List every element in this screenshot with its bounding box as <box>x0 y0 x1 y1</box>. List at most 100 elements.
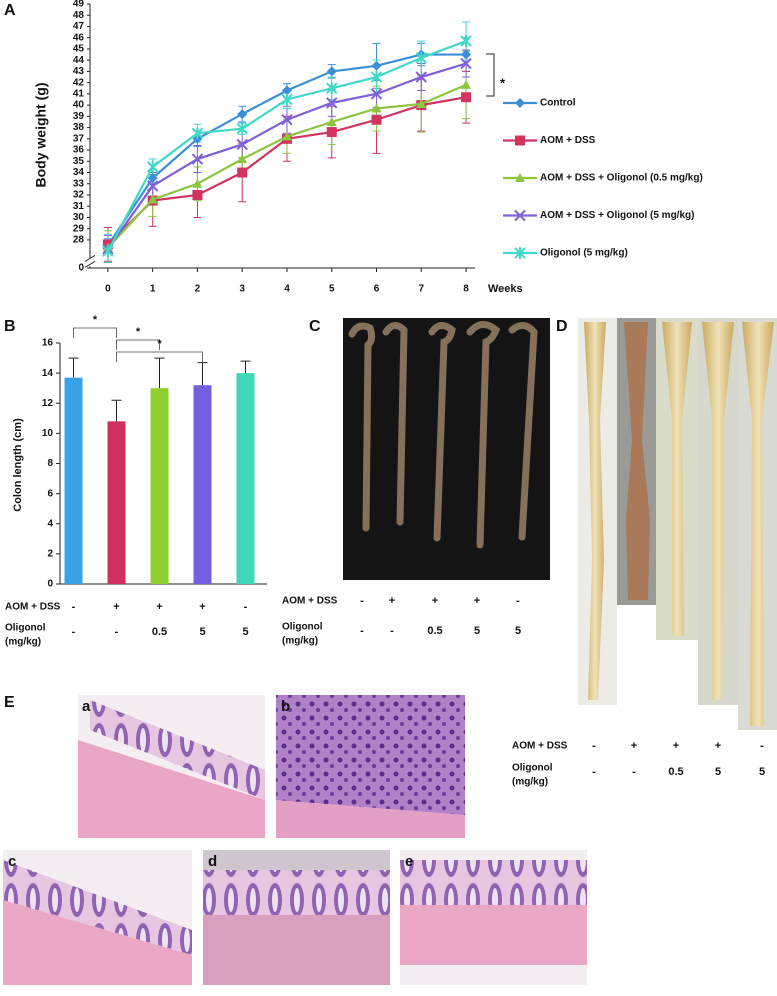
histology-image <box>203 850 390 985</box>
legend-marker <box>515 98 525 108</box>
x-tick-label: 3 <box>239 284 245 295</box>
y-tick-label: 44 <box>73 55 85 66</box>
y-tick-label: 37 <box>73 133 85 144</box>
y-tick-label: 40 <box>73 100 85 111</box>
bar <box>150 388 169 584</box>
legend-label: AOM + DSS + Oligonol (5 mg/kg) <box>540 210 694 221</box>
table-cell: - <box>72 626 76 638</box>
x-tick-label: 8 <box>463 284 469 295</box>
y-tick-label: 33 <box>73 178 85 189</box>
legend-marker <box>514 247 526 259</box>
y-tick-label: 2 <box>47 549 53 560</box>
muscle-layer <box>400 905 587 965</box>
table-cell: - <box>244 601 248 613</box>
marker <box>146 160 159 173</box>
muscle-layer <box>3 900 192 985</box>
image-label: a <box>82 698 91 715</box>
y-tick-label: 12 <box>42 398 54 409</box>
table-cell: 5 <box>715 766 721 778</box>
y-axis-title: Colon length (cm) <box>12 418 24 512</box>
histology-image <box>3 850 192 985</box>
table-cell: + <box>156 601 162 613</box>
marker <box>461 92 472 103</box>
y-tick-label: 16 <box>42 338 54 349</box>
image-label: e <box>405 853 413 870</box>
marker <box>371 103 382 113</box>
marker <box>147 173 158 184</box>
y-axis-title: Body weight (g) <box>33 83 49 188</box>
table-cell: 0.5 <box>152 626 167 638</box>
table-cell: - <box>516 595 520 607</box>
bar <box>193 385 212 584</box>
legend-label: Control <box>540 98 576 109</box>
table-cell: + <box>474 595 480 607</box>
legend-marker <box>515 173 525 182</box>
y-tick-label: 43 <box>73 66 85 77</box>
mucosa <box>400 860 587 905</box>
marker <box>281 85 292 96</box>
significance-star: * <box>136 326 141 338</box>
significance-star: * <box>93 314 98 326</box>
y-tick-label: 47 <box>73 21 85 32</box>
table-cell: + <box>631 740 637 752</box>
histology-image <box>78 695 265 838</box>
axis-break <box>84 254 96 268</box>
y-tick-label: 41 <box>73 89 85 100</box>
row-label: AOM + DSS <box>5 602 61 613</box>
marker <box>326 97 338 109</box>
significance-star: * <box>157 338 162 350</box>
mucosa <box>203 870 390 915</box>
panel-label: E <box>4 694 15 711</box>
marker <box>192 178 203 188</box>
table-cell: - <box>360 625 364 637</box>
y-tick-label: 39 <box>73 111 85 122</box>
marker <box>326 127 337 138</box>
error-bar <box>154 357 165 389</box>
muscle-layer <box>78 740 265 838</box>
marker <box>192 189 203 200</box>
significance-bracket <box>486 53 495 97</box>
image-label: b <box>281 698 290 715</box>
bar <box>107 421 126 584</box>
image-label: c <box>8 853 16 870</box>
legend-label: AOM + DSS + Oligonol (0.5 mg/kg) <box>540 173 703 184</box>
error-bar <box>240 360 251 374</box>
table-cell: 5 <box>242 626 248 638</box>
y-tick-label: 8 <box>47 458 53 469</box>
legend-label: Oligonol (5 mg/kg) <box>540 248 628 259</box>
table-cell: 5 <box>199 626 205 638</box>
row-label: Oligonol <box>5 623 46 634</box>
y-tick-label: 6 <box>47 488 53 499</box>
row-label: AOM + DSS <box>282 596 338 607</box>
table-cell: - <box>632 766 636 778</box>
table-cell: + <box>199 601 205 613</box>
panel-label: C <box>309 318 321 335</box>
colon-specimens <box>348 321 538 549</box>
colon-photo <box>578 318 777 730</box>
panel-label: D <box>556 318 568 335</box>
colon-specimen <box>584 322 606 700</box>
marker <box>102 245 114 258</box>
colon-specimen <box>702 322 734 700</box>
x-tick-label: 7 <box>418 284 424 295</box>
table-cell: - <box>592 766 596 778</box>
y-tick-label: 4 <box>47 518 53 529</box>
colon-specimen <box>742 322 774 726</box>
table-cell: + <box>432 595 438 607</box>
error-bar <box>68 357 79 378</box>
table-cell: 0.5 <box>427 625 442 637</box>
row-label: (mg/kg) <box>5 637 41 648</box>
y-tick-label: 32 <box>73 190 85 201</box>
marker <box>371 114 382 125</box>
marker <box>415 71 427 83</box>
marker <box>461 49 472 60</box>
x-tick-label: 1 <box>150 284 156 295</box>
table-cell: 0.5 <box>668 766 683 778</box>
marker <box>236 138 248 151</box>
y-tick-label: 30 <box>73 212 85 223</box>
table-cell: - <box>760 740 764 752</box>
y-tick-label: 48 <box>73 10 85 21</box>
colon-specimen <box>662 322 692 636</box>
histology-image <box>400 850 587 985</box>
